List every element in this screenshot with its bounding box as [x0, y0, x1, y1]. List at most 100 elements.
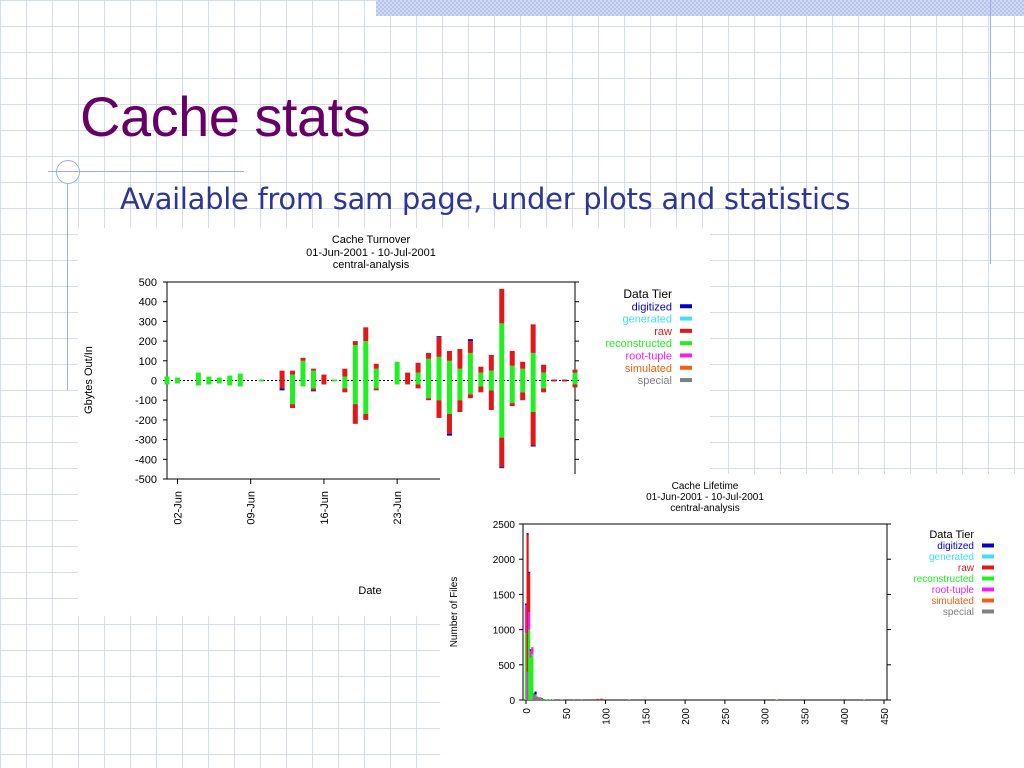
- lifetime-bar-segment: [545, 699, 548, 700]
- turnover-bar-segment: [499, 437, 505, 468]
- turnover-bar-segment: [478, 372, 484, 381]
- turnover-bar-segment: [436, 400, 442, 418]
- turnover-bar-segment: [446, 413, 452, 434]
- legend-swatch: [680, 304, 692, 309]
- turnover-bar-segment: [310, 390, 316, 392]
- turnover-bar-segment: [541, 364, 547, 373]
- turnover-bar-segment: [331, 380, 337, 382]
- lifetime-bar-segment: [863, 699, 866, 700]
- turnover-bar-segment: [195, 380, 201, 386]
- legend-label: digitized: [937, 541, 974, 552]
- legend-label: raw: [654, 326, 672, 338]
- turnover-bar-segment: [290, 374, 296, 381]
- turnover-bar-segment: [488, 390, 494, 411]
- turnover-bar-segment: [310, 370, 316, 381]
- lifetime-bar-segment: [537, 697, 540, 700]
- turnover-bar-segment: [541, 388, 547, 393]
- turnover-bar-segment: [279, 388, 285, 391]
- left-vertical-rule: [67, 160, 68, 390]
- legend-swatch: [982, 565, 994, 570]
- turnover-bar-segment: [415, 372, 421, 381]
- legend-swatch: [680, 328, 692, 333]
- legend-swatch: [982, 554, 994, 559]
- turnover-bar-segment: [415, 384, 421, 389]
- legend-label: raw: [958, 563, 975, 574]
- turnover-bar-segment: [467, 341, 473, 353]
- turnover-bar-segment: [572, 384, 578, 388]
- lifetime-bar-segment: [540, 697, 544, 700]
- turnover-bar-segment: [394, 361, 400, 381]
- x-tick-label: 250: [721, 708, 732, 725]
- legend-label: reconstructed: [605, 338, 672, 350]
- turnover-bar-segment: [331, 379, 337, 381]
- x-tick-label: 400: [840, 708, 851, 725]
- lifetime-bar-segment: [526, 534, 529, 672]
- lifetime-bar-segment: [572, 699, 575, 700]
- lifetime-bar-segment: [539, 697, 542, 700]
- y-tick-label: 0: [509, 696, 515, 707]
- turnover-bar-segment: [530, 352, 536, 381]
- legend-label: simulated: [931, 596, 974, 607]
- turnover-bar-segment: [541, 372, 547, 381]
- lifetime-bar-segment: [596, 698, 599, 700]
- lifetime-bar-segment: [532, 692, 536, 698]
- y-tick-label: 100: [139, 356, 157, 368]
- turnover-bar-segment: [457, 400, 463, 413]
- x-tick-label: 0: [522, 708, 533, 714]
- turnover-bar-segment: [520, 392, 526, 401]
- legend-swatch: [680, 365, 692, 370]
- y-tick-label: -100: [135, 395, 157, 407]
- x-tick-label: 450: [880, 708, 891, 725]
- x-tick-label: 09-Jun: [246, 491, 258, 525]
- legend-swatch: [680, 341, 692, 346]
- turnover-bar-segment: [488, 370, 494, 381]
- x-axis-label: Date: [358, 585, 381, 597]
- turnover-bar-segment: [572, 380, 578, 385]
- turnover-bar-segment: [426, 380, 432, 399]
- x-tick-label: 150: [641, 708, 652, 725]
- chart-subtitle-line: 01-Jun-2001 - 10-Jul-2001: [646, 492, 764, 503]
- y-tick-label: 2000: [493, 555, 516, 566]
- turnover-bar-segment: [174, 380, 180, 384]
- y-tick-label: 2500: [493, 520, 516, 531]
- turnover-bar-segment: [467, 394, 473, 399]
- turnover-bar-segment: [300, 380, 306, 387]
- turnover-bar-segment: [342, 388, 348, 393]
- y-tick-label: 500: [498, 661, 515, 672]
- turnover-bar-segment: [290, 404, 296, 409]
- turnover-bar-segment: [446, 433, 452, 436]
- turnover-bar-segment: [478, 386, 484, 393]
- lifetime-bar-segment: [543, 699, 547, 700]
- turnover-bar-segment: [174, 377, 180, 381]
- turnover-bar-segment: [499, 288, 505, 324]
- turnover-bar-segment: [363, 413, 369, 420]
- turnover-bar-segment: [426, 398, 432, 401]
- turnover-bar-segment: [394, 380, 400, 385]
- turnover-bar-segment: [436, 380, 442, 401]
- turnover-bar-segment: [352, 345, 358, 381]
- lifetime-bar-segment: [580, 699, 583, 700]
- legend-swatch: [680, 378, 692, 383]
- lifetime-bar-segment: [526, 671, 529, 700]
- legend-swatch: [982, 576, 994, 581]
- turnover-bar-segment: [195, 372, 201, 381]
- turnover-bar-segment: [530, 412, 536, 446]
- turnover-bar-segment: [467, 380, 473, 395]
- turnover-bar-segment: [446, 360, 452, 381]
- lifetime-bar-segment: [542, 698, 545, 700]
- chart-title: Cache Lifetime: [672, 481, 739, 492]
- turnover-bar-segment: [530, 380, 536, 413]
- turnover-bar-segment: [551, 380, 557, 382]
- legend-swatch: [680, 353, 692, 358]
- y-tick-label: 0: [151, 376, 157, 388]
- turnover-bar-segment: [509, 403, 515, 407]
- lifetime-bar-segment: [548, 699, 551, 700]
- title-underline-rule-inner: [48, 171, 88, 172]
- turnover-bar-segment: [562, 380, 568, 382]
- turnover-bar-segment: [499, 467, 505, 469]
- turnover-bar-segment: [310, 368, 316, 371]
- turnover-bar-segment: [373, 363, 379, 369]
- legend-label: generated: [622, 314, 672, 326]
- turnover-bar-segment: [352, 380, 358, 405]
